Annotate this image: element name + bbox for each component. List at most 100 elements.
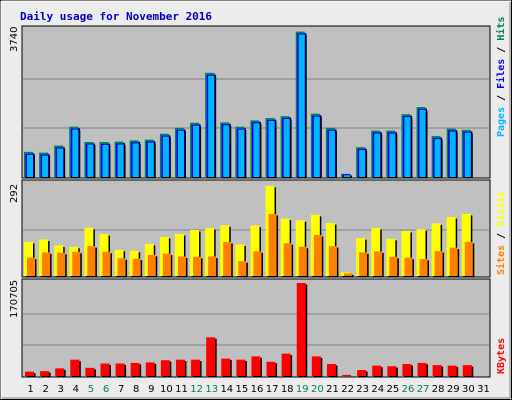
sites-bar-shadow [345, 274, 354, 278]
x-tick-label: 14 [220, 384, 233, 395]
visits-bar [190, 230, 200, 276]
x-tick-label: 29 [447, 384, 460, 395]
legend-files: Files [495, 59, 507, 89]
x-axis-labels: 1 2 3 4 5 6 7 8 9 10 11 12 13 14 15 16 17 18 19 20 21 22 23 24 2… [27, 384, 489, 395]
x-tick-label: 17 [266, 384, 279, 395]
sites-bar [404, 257, 413, 276]
sites-bar [132, 258, 141, 276]
visits-bar [235, 244, 245, 276]
legend-sep-2: / [496, 41, 507, 59]
sites-bar [87, 246, 96, 276]
pages-face [253, 123, 260, 177]
sites-bar [449, 247, 458, 276]
visits-bar [205, 228, 215, 276]
pages-face [162, 136, 169, 177]
kbytes-bar [402, 364, 412, 376]
sites-bar [283, 243, 292, 276]
sites-bar [102, 251, 111, 276]
pages-face [434, 139, 441, 177]
x-tick-label: 5 [88, 384, 94, 395]
legend-sep-1: / [496, 89, 507, 107]
x-tick-label: 23 [356, 384, 369, 395]
sites-bar [298, 246, 307, 276]
kbytes-bar [221, 358, 231, 376]
pages-face [404, 117, 411, 177]
sites-bar [208, 256, 217, 276]
sites-bar [359, 252, 368, 276]
pages-face [57, 148, 64, 177]
x-tick-label: 20 [311, 384, 324, 395]
chart-title: Daily usage for November 2016 [20, 10, 212, 23]
x-tick-label: 2 [42, 384, 48, 395]
kbytes-bar [432, 365, 442, 376]
x-tick-label: 27 [417, 384, 430, 395]
sites-bar [42, 252, 51, 276]
kbytes-bar [85, 367, 95, 376]
x-tick-label: 22 [341, 384, 354, 395]
x-tick-label: 12 [190, 384, 203, 395]
sites-bar [313, 235, 322, 276]
pages-face [238, 129, 245, 177]
x-tick-label: 11 [175, 384, 188, 395]
pages-face [102, 144, 109, 177]
pages-face [42, 155, 49, 177]
files-bar-shadow [344, 175, 353, 179]
sites-bar [162, 253, 171, 276]
pages-face [208, 75, 215, 177]
visits-bar [416, 229, 426, 276]
kbytes-bar [40, 371, 50, 376]
sites-bar [253, 251, 262, 276]
kbytes-bar [462, 365, 472, 376]
sites-bar [419, 258, 428, 276]
sites-bar [72, 251, 81, 276]
pages-face [27, 154, 33, 177]
pages-face [147, 142, 154, 177]
legend-visits: Visits [495, 191, 507, 227]
kbytes-ymax-label: 170705 [9, 280, 20, 318]
legend-sites: Sites [495, 245, 507, 275]
x-tick-label: 31 [477, 384, 490, 395]
kbytes-bar [387, 366, 397, 376]
kbytes-bar [342, 374, 352, 376]
visits-bar [401, 230, 411, 276]
sites-bar [464, 241, 473, 276]
visits-bar [250, 225, 260, 276]
sites-bar [193, 256, 202, 276]
x-tick-label: 3 [58, 384, 64, 395]
kbytes-bar [357, 370, 367, 376]
hits-ymax-label: 3740 [9, 27, 20, 52]
sites-bar [177, 256, 186, 276]
pages-face [328, 130, 335, 177]
x-tick-label: 25 [387, 384, 400, 395]
kbytes-bar [115, 363, 125, 376]
x-tick-label: 8 [133, 384, 139, 395]
x-tick-label: 13 [205, 384, 218, 395]
kbytes-bar [296, 283, 306, 376]
pages-face [449, 131, 456, 177]
pages-face [87, 144, 94, 177]
sites-bar [374, 251, 383, 276]
x-tick-label: 6 [103, 384, 109, 395]
kbytes-bar [25, 371, 34, 376]
x-tick-label: 30 [462, 384, 475, 395]
kbytes-bar [70, 359, 80, 376]
pages-face [268, 121, 275, 177]
x-tick-label: 10 [160, 384, 173, 395]
x-tick-label: 1 [27, 384, 33, 395]
kbytes-bar [417, 362, 427, 376]
kbytes-bar [251, 356, 261, 376]
sites-bar [238, 261, 247, 276]
pages-face [132, 143, 139, 177]
pages-face [298, 34, 305, 178]
kbytes-bar [206, 337, 216, 376]
legend-sep-3: / [496, 227, 507, 245]
kbytes-bar [326, 364, 336, 376]
legend-visits-sites: Sites / Visits [495, 191, 507, 275]
kbytes-bar [236, 359, 246, 376]
pages-face [464, 132, 471, 177]
x-tick-label: 21 [326, 384, 339, 395]
x-tick-label: 7 [118, 384, 124, 395]
pages-face [283, 119, 290, 177]
legend-hits: Hits [495, 17, 507, 41]
